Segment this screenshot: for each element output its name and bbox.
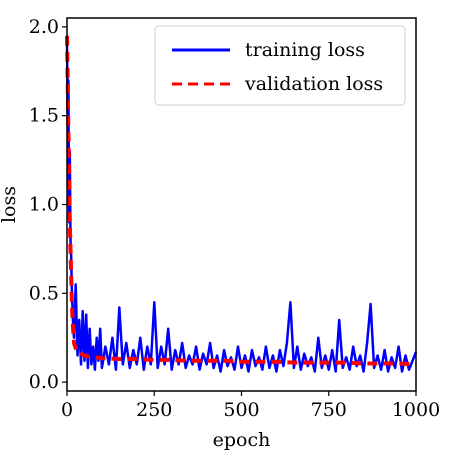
- y-tick-label: 1.0: [29, 194, 59, 216]
- legend: training loss validation loss: [154, 25, 406, 106]
- legend-box: [154, 25, 406, 106]
- series-line-training-loss: [65, 44, 418, 373]
- x-tick-label: 750: [311, 399, 347, 421]
- series-layer: [65, 35, 418, 373]
- y-tick-label: 0.5: [29, 282, 59, 304]
- y-axis: 0.0 0.5 1.0 1.5 2.0: [29, 16, 67, 393]
- y-tick-label: 0.0: [29, 371, 59, 393]
- x-tick-label: 1000: [392, 399, 440, 421]
- x-axis: 0 250 500 750 1000: [61, 391, 440, 421]
- x-tick-label: 0: [61, 399, 73, 421]
- x-tick-label: 500: [223, 399, 259, 421]
- y-tick-label: 2.0: [29, 16, 59, 38]
- x-tick-label: 250: [136, 399, 172, 421]
- y-tick-label: 1.5: [29, 105, 59, 127]
- y-axis-label: loss: [0, 186, 20, 223]
- x-axis-label: epoch: [213, 429, 271, 451]
- plot-area: [65, 35, 418, 373]
- legend-label-validation-loss: validation loss: [244, 73, 383, 95]
- legend-label-training-loss: training loss: [245, 39, 365, 61]
